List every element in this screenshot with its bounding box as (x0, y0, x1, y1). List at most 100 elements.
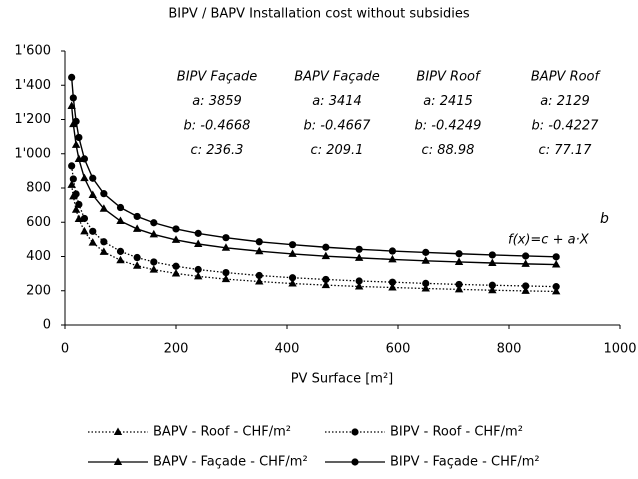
data-point (99, 247, 109, 255)
data-point (80, 155, 89, 163)
data-point (194, 239, 203, 247)
data-point (194, 229, 202, 237)
data-point (75, 133, 83, 142)
data-point (89, 174, 97, 182)
y-tick-label: 1'600 (14, 44, 51, 59)
data-point (454, 284, 464, 293)
series-line (71, 165, 557, 288)
data-point (88, 238, 97, 246)
y-tick-label: 1'000 (14, 146, 51, 161)
legend-marker (351, 428, 359, 436)
legend-label: BAPV - Façade - CHF/m² (153, 455, 308, 470)
data-point (171, 235, 181, 243)
y-tick-label: 1'400 (14, 78, 51, 93)
annotation: a: 2129 (540, 94, 590, 109)
data-point (74, 154, 84, 163)
data-point (68, 73, 76, 81)
data-point (150, 258, 158, 266)
data-point (454, 257, 464, 265)
data-point (71, 205, 81, 213)
data-point (71, 140, 81, 148)
data-point (421, 284, 430, 292)
data-point (522, 282, 530, 290)
data-point (132, 224, 142, 232)
data-point (80, 226, 89, 235)
data-point (422, 248, 430, 256)
data-point (288, 241, 297, 249)
data-point (100, 190, 108, 198)
data-point (68, 162, 76, 170)
data-point (116, 255, 125, 264)
annotation: c: 236.3 (191, 143, 244, 158)
data-point (552, 253, 560, 261)
annotation: BAPV Roof (531, 70, 602, 85)
data-point (69, 94, 77, 102)
annotation: c: 209.1 (311, 143, 364, 158)
legend-label: BAPV - Roof - CHF/m² (153, 425, 291, 440)
data-point (521, 259, 530, 267)
annotation: c: 77.17 (539, 143, 593, 158)
x-tick-label: 0 (61, 342, 69, 357)
data-point (521, 286, 530, 294)
annotation: BIPV Façade (177, 70, 257, 85)
data-point (551, 260, 561, 268)
data-point (288, 274, 297, 282)
formula-exponent: b (600, 211, 609, 227)
data-point (488, 258, 497, 267)
data-point (74, 214, 84, 222)
data-point (455, 250, 463, 258)
x-tick-label: 400 (275, 342, 300, 357)
data-point (354, 281, 364, 290)
data-point (116, 216, 125, 225)
data-point (288, 279, 297, 287)
data-point (388, 278, 397, 286)
data-point (321, 280, 331, 289)
data-point (288, 249, 297, 257)
annotation: b: -0.4667 (304, 119, 372, 134)
data-point (522, 252, 530, 260)
data-point (221, 243, 231, 251)
data-point (322, 243, 330, 251)
annotation: b: -0.4227 (532, 119, 600, 134)
data-point (69, 175, 77, 183)
y-tick-label: 600 (26, 215, 51, 230)
data-point (551, 286, 561, 295)
data-point (488, 281, 496, 289)
data-point (80, 173, 89, 182)
x-tick-label: 600 (386, 342, 411, 357)
data-point (100, 238, 108, 246)
data-point (488, 251, 496, 259)
y-tick-label: 200 (26, 283, 51, 298)
data-point (72, 117, 80, 125)
annotation: a: 3859 (192, 94, 242, 109)
data-point (222, 234, 230, 242)
data-point (80, 214, 89, 223)
annotation: a: 3414 (312, 94, 362, 109)
legend-marker (351, 458, 359, 466)
data-point (488, 285, 497, 294)
legend-marker (113, 427, 123, 435)
data-point (552, 283, 560, 291)
y-tick-label: 0 (43, 318, 51, 333)
data-point (116, 247, 125, 255)
data-point (149, 229, 158, 238)
annotation: BAPV Façade (294, 70, 379, 85)
y-tick-label: 800 (26, 181, 51, 196)
chart-title: BIPV / BAPV Installation cost without su… (168, 7, 470, 22)
data-point (388, 282, 397, 291)
data-point (194, 265, 202, 274)
x-axis-label: PV Surface [m²] (291, 372, 394, 387)
x-tick-label: 200 (164, 342, 189, 357)
data-point (422, 279, 430, 287)
annotation: c: 88.98 (422, 143, 475, 158)
data-point (89, 227, 97, 235)
data-point (99, 204, 109, 212)
data-point (67, 180, 76, 188)
data-point (355, 277, 363, 285)
data-point (150, 219, 158, 227)
data-point (132, 261, 142, 269)
data-point (421, 256, 430, 264)
x-tick-label: 1000 (603, 342, 636, 357)
data-point (88, 190, 97, 199)
